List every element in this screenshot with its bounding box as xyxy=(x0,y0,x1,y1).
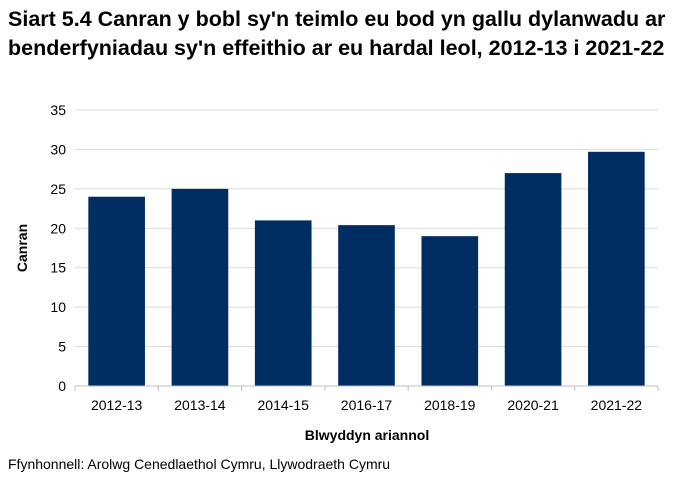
y-tick-label: 35 xyxy=(50,102,66,118)
x-axis-title: Blwyddyn ariannol xyxy=(305,427,429,443)
x-tick-labels: 2012-13 2013-14 2014-15 2016-17 2018-19 2020-… xyxy=(91,397,642,413)
bar-series xyxy=(88,151,645,386)
x-tick-label: 2012-13 xyxy=(91,397,143,413)
bar-2018-19 xyxy=(421,236,479,386)
bar-2021-22 xyxy=(588,151,645,386)
bar-2013-14 xyxy=(171,188,229,386)
y-tick-labels: 0 5 10 15 20 25 30 35 xyxy=(50,102,66,394)
y-tick-label: 15 xyxy=(50,260,66,276)
axes xyxy=(74,385,659,391)
x-tick-label: 2014-15 xyxy=(258,397,310,413)
bar-2020-21 xyxy=(504,173,562,386)
x-tick-label: 2016-17 xyxy=(341,397,393,413)
bar-chart: 0 5 10 15 20 25 30 35 2012-13 2013-14 2014-15 2016… xyxy=(14,102,659,443)
x-tick-label: 2021-22 xyxy=(591,397,643,413)
bar-2014-15 xyxy=(254,220,312,386)
bar-2012-13 xyxy=(88,196,145,386)
y-tick-label: 30 xyxy=(50,141,66,157)
chart-title: Siart 5.4 Canran y bobl sy'n teimlo eu b… xyxy=(8,7,666,60)
y-tick-label: 25 xyxy=(50,181,66,197)
y-tick-label: 0 xyxy=(58,378,66,394)
bar-2016-17 xyxy=(338,225,395,386)
y-tick-label: 10 xyxy=(50,299,66,315)
x-tick-label: 2018-19 xyxy=(424,397,476,413)
x-tick-label: 2013-14 xyxy=(174,397,226,413)
x-tick-label: 2020-21 xyxy=(507,397,559,413)
y-tick-label: 5 xyxy=(58,339,66,355)
source-note: Ffynhonnell: Arolwg Cenedlaethol Cymru, … xyxy=(8,456,391,472)
y-tick-label: 20 xyxy=(50,220,66,236)
y-axis-title: Canran xyxy=(14,224,30,272)
